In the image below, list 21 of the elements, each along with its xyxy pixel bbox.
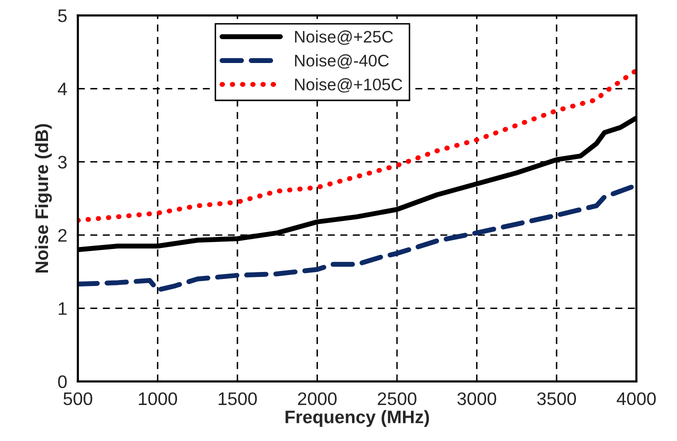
x-axis-title: Frequency (MHz): [286, 410, 429, 427]
x-tick-label: 2500: [378, 392, 416, 406]
legend-label: Noise@+105C: [295, 78, 402, 93]
y-tick-label: 0: [58, 375, 67, 388]
legend-label: Noise@-40C: [295, 54, 389, 69]
line-series: [78, 182, 636, 292]
y-axis-title: Noise Figure (dB): [34, 124, 52, 272]
y-tick-label: 5: [58, 10, 67, 22]
x-tick-label: 1500: [218, 392, 257, 406]
y-tick-label: 2: [58, 228, 67, 242]
x-tick-label: 3000: [457, 392, 496, 406]
x-tick-label: 500: [64, 392, 92, 406]
y-tick-label: 1: [58, 302, 67, 315]
line-series: [78, 68, 636, 223]
x-tick-label: 2000: [298, 392, 337, 406]
legend-label: Noise@+25C: [295, 30, 393, 45]
x-tick-label: 1000: [138, 392, 178, 406]
x-tick-label: 3500: [537, 392, 576, 406]
x-tick-label: 4000: [616, 392, 656, 406]
y-tick-label: 3: [58, 156, 67, 169]
y-tick-label: 4: [58, 82, 67, 96]
